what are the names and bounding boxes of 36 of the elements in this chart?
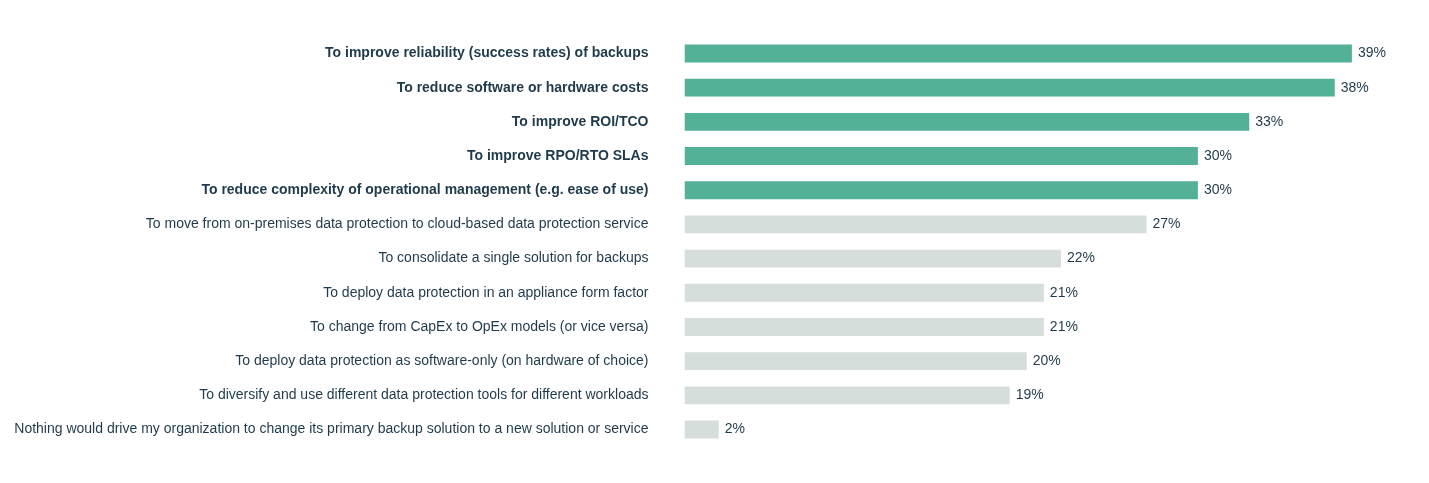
y-tick-label: To consolidate a single solution for backups [378, 249, 649, 266]
y-tick-label: To improve RPO/RTO SLAs [466, 146, 649, 163]
y-tick-label: To diversify and use different data protection tools for different workloads [199, 386, 649, 403]
data-label: 2% [724, 420, 745, 437]
bar [684, 249, 1061, 268]
data-label: 20% [1032, 352, 1061, 368]
data-label: 27% [1152, 215, 1181, 232]
bar [684, 78, 1335, 97]
data-label: 19% [1015, 386, 1044, 403]
data-label: 38% [1340, 78, 1369, 95]
y-tick-label: To move from on-premises data protection to cloud-based data protection service [145, 215, 649, 232]
bar [684, 215, 1147, 234]
data-label: 21% [1049, 283, 1078, 300]
bar [684, 283, 1044, 302]
bar [684, 112, 1250, 131]
y-tick-label: To reduce complexity of operational management (e.g. ease of use) [201, 181, 649, 198]
y-tick-label: To reduce software or hardware costs [396, 78, 649, 95]
y-tick-label: To deploy data protection as software-only (on hardware of choice) [235, 352, 649, 368]
y-tick-label: To improve reliability (success rates) of backups [325, 44, 649, 61]
data-label: 21% [1049, 317, 1078, 334]
y-tick-label: To deploy data protection in an appliance form factor [323, 283, 649, 300]
bar [684, 352, 1027, 371]
bar [684, 44, 1352, 63]
y-tick-label: To change from CapEx to OpEx models (or vice versa) [310, 317, 649, 334]
y-tick-label: Nothing would drive my organization to change its primary backup solution to a new solution or service [14, 420, 649, 437]
y-tick-label: To improve ROI/TCO [511, 112, 649, 129]
data-label: 39% [1357, 44, 1386, 61]
bar [684, 318, 1044, 336]
bar [684, 420, 719, 439]
bar [684, 181, 1198, 200]
bar [684, 147, 1198, 165]
data-label: 30% [1203, 181, 1232, 198]
data-label: 22% [1066, 249, 1096, 266]
data-label: 33% [1255, 112, 1284, 129]
bar [684, 386, 1010, 405]
data-label: 30% [1203, 146, 1232, 163]
